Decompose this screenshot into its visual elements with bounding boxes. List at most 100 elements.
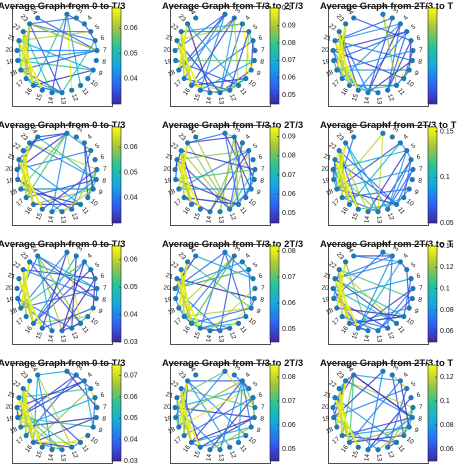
edge-line (333, 251, 384, 299)
node-label: 19 (164, 296, 173, 304)
node-label: 11 (238, 444, 248, 454)
node-label: 5 (410, 142, 417, 150)
edge-line (224, 133, 252, 190)
node-label: 22 (169, 142, 179, 152)
node-label: 13 (375, 97, 383, 105)
edge-line (187, 132, 226, 144)
graph-panel: Average Graphf from 2T/3 to T 2 3 4 5 6 7 8 9 10 1… (316, 119, 474, 237)
node-label: 2 (223, 361, 231, 367)
node-label: 21 (165, 153, 174, 162)
edge-line (338, 388, 344, 436)
node-label: 16 (340, 444, 350, 454)
graph-node (410, 47, 416, 54)
edge-line (334, 278, 351, 324)
node-label: 18 (325, 307, 335, 317)
edge-line (180, 269, 193, 324)
edge-group (17, 13, 98, 94)
graph-node (93, 176, 99, 183)
graph-node (88, 147, 94, 154)
node-label: 14 (363, 215, 371, 223)
node-label: 15 (35, 450, 44, 460)
node-label: 19 (164, 177, 173, 185)
graph-node (351, 253, 357, 259)
node-label: 5 (252, 261, 259, 269)
node-label: 24 (187, 363, 197, 373)
colorbar (269, 245, 280, 343)
node-label: 2 (381, 4, 389, 10)
edge-line (61, 261, 85, 331)
graph-node (49, 447, 55, 453)
edge-line (187, 23, 239, 86)
node-label: 8 (418, 177, 423, 185)
graph-node (90, 424, 96, 430)
edge-line (184, 307, 252, 318)
edge-group (174, 132, 256, 213)
edge-line (37, 255, 63, 331)
graph-node (15, 57, 21, 64)
graph-node (227, 325, 233, 331)
edge-line (20, 397, 96, 428)
node-label: 18 (9, 426, 19, 436)
edge-line (332, 149, 407, 171)
edge-line (22, 269, 28, 317)
edge-line (403, 50, 414, 79)
graph-node (188, 82, 195, 88)
edge-line (229, 150, 250, 210)
graph-node (334, 67, 340, 73)
node-label: 16 (340, 87, 350, 97)
edge-line (176, 397, 180, 428)
node-label: 22 (327, 142, 337, 152)
graph-node (178, 28, 184, 35)
edge-line (22, 150, 35, 205)
edge-line (184, 315, 230, 329)
edge-line (181, 23, 243, 33)
edge-line (33, 441, 63, 451)
graph-node (355, 325, 361, 331)
graph-node (336, 147, 342, 154)
node-label: 21 (165, 34, 174, 43)
edge-line (187, 380, 247, 436)
graph-node (246, 266, 252, 273)
edge-line (338, 150, 344, 198)
edge-line (341, 23, 347, 79)
node-label: 3 (234, 126, 242, 133)
node-label: 21 (323, 153, 332, 162)
node-label: 16 (24, 206, 34, 216)
edge-line (333, 278, 412, 300)
edge-line (387, 407, 414, 448)
node-label: 7 (261, 285, 265, 292)
node-label: 22 (169, 23, 179, 33)
edge-line (176, 159, 202, 210)
graph-node (404, 28, 410, 35)
node-label: 24 (29, 125, 39, 135)
graph-node (14, 285, 20, 292)
graph-node (397, 378, 403, 384)
graph-node (217, 328, 223, 334)
node-label: 5 (252, 142, 259, 150)
graph-node (85, 75, 91, 82)
edge-line (22, 388, 28, 436)
graph-node (16, 157, 22, 163)
graph-node (73, 134, 79, 140)
node-label: 20 (5, 284, 13, 291)
graph-node (406, 67, 412, 73)
node-label: 17 (331, 317, 341, 327)
edge-line (18, 278, 44, 329)
graph-node (252, 285, 258, 292)
graph-node (73, 15, 79, 21)
node-label: 19 (164, 58, 173, 66)
graph-node (85, 194, 91, 201)
graph-node (172, 285, 178, 292)
edge-line (29, 261, 98, 290)
edge-group (174, 13, 256, 94)
node-label: 3 (392, 126, 400, 133)
graph-node (69, 325, 75, 331)
node-label: 9 (255, 70, 262, 78)
graph-node (69, 206, 75, 212)
edge-line (403, 278, 412, 317)
edge-line (33, 269, 92, 324)
node-label: 24 (345, 244, 355, 254)
graph-panel: Average Graph from 2T/3 to T 2 3 4 5 6 7 8 9 10 11… (316, 357, 474, 475)
graph-node (217, 209, 223, 215)
